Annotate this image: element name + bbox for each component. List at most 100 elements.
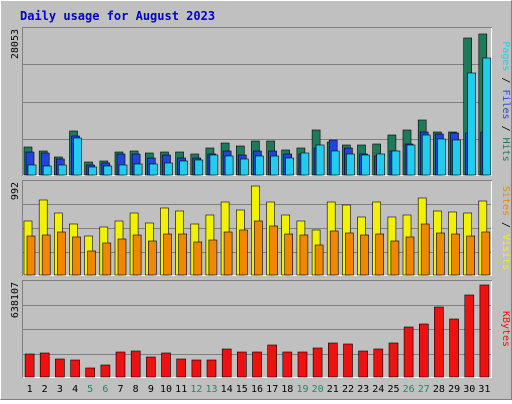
x-tick-label: 3	[57, 384, 63, 395]
pages-files-hits-bar-pages	[270, 155, 279, 176]
kbytes-bar-kbytes	[146, 356, 156, 378]
legend-middle: Sites / Visits	[500, 186, 511, 270]
kbytes-bar-kbytes	[358, 350, 368, 378]
kbytes-bar-kbytes	[55, 358, 65, 378]
kbytes-bar-kbytes	[343, 343, 353, 378]
kbytes-bar-kbytes	[388, 342, 399, 378]
kbytes-bar-kbytes	[206, 359, 217, 378]
x-tick-label: 21	[327, 384, 339, 395]
pages-files-hits-bar-pages	[149, 163, 158, 176]
sites-visits-bar-sites	[163, 233, 172, 276]
pages-files-hits-bar-pages	[42, 165, 52, 176]
kbytes-bar-kbytes	[24, 353, 35, 378]
x-tick-label: 11	[175, 384, 187, 395]
pages-files-hits-bar-pages	[240, 158, 249, 176]
pages-files-hits-bar-pages	[421, 134, 431, 176]
kbytes-bar-kbytes	[191, 359, 202, 378]
pages-files-hits-bar-pages	[346, 153, 355, 176]
legend-top-item: Files	[500, 89, 511, 119]
pages-files-hits-bar-pages	[118, 164, 128, 176]
sites-visits-bar-sites	[436, 232, 445, 276]
sites-visits-bar-sites	[132, 234, 142, 276]
kbytes-bar-kbytes	[327, 342, 338, 378]
pages-files-hits-bar-pages	[406, 144, 416, 176]
kbytes-bar-kbytes	[418, 323, 429, 378]
x-tick-label: 31	[478, 384, 490, 395]
x-tick-label: 22	[342, 384, 354, 395]
pages-files-hits-ymax-label: 28053	[10, 29, 21, 59]
chart-title: Daily usage for August 2023	[20, 9, 215, 23]
legend-top: Pages / Files / Hits	[500, 41, 511, 161]
kbytes-bar-kbytes	[221, 348, 232, 378]
x-tick-label: 17	[266, 384, 278, 395]
pages-files-hits-bar-pages	[88, 166, 97, 176]
x-tick-label: 23	[357, 384, 369, 395]
x-tick-label: 10	[160, 384, 172, 395]
sites-visits-bar-sites	[299, 234, 309, 276]
kbytes-bar-kbytes	[449, 318, 459, 378]
kbytes-bar-kbytes	[373, 348, 384, 378]
legend-bottom: KBytes	[500, 311, 511, 347]
kbytes-bar-kbytes	[464, 294, 475, 378]
x-tick-label: 2	[42, 384, 48, 395]
pages-files-hits-bar-pages	[300, 152, 310, 176]
legend-middle-item: /	[500, 216, 511, 234]
sites-visits-bar-sites	[360, 234, 369, 276]
sites-visits-bar-sites	[420, 223, 430, 276]
x-tick-label: 12	[190, 384, 202, 395]
x-tick-label: 28	[433, 384, 445, 395]
pages-files-hits-bar-pages	[437, 138, 446, 176]
sites-visits-bar-sites	[102, 242, 112, 276]
sites-visits-bar-sites	[254, 220, 263, 276]
pages-files-hits-bar-pages	[255, 155, 264, 176]
kbytes-bar-kbytes	[100, 364, 111, 378]
x-tick-label: 29	[448, 384, 460, 395]
kbytes-bar-kbytes	[403, 326, 414, 378]
sites-visits-bar-sites	[481, 231, 491, 276]
kbytes-bar-kbytes	[237, 351, 247, 378]
x-tick-label: 5	[87, 384, 93, 395]
sites-visits-bar-sites	[390, 240, 400, 276]
x-tick-label: 24	[372, 384, 384, 395]
sites-visits-bar-sites	[87, 250, 96, 276]
sites-visits-bar-sites	[269, 225, 278, 276]
x-tick-label: 14	[221, 384, 233, 395]
pages-files-hits-bar-pages	[330, 150, 340, 176]
legend-bottom-item: KBytes	[500, 311, 511, 347]
kbytes-bar-kbytes	[297, 351, 308, 378]
legend-top-item: /	[500, 71, 511, 89]
kbytes-bar-kbytes	[176, 358, 186, 378]
pages-files-hits-bar-pages	[103, 165, 113, 176]
sites-visits-bar-sites	[56, 231, 66, 276]
pages-files-hits-bar-pages	[27, 164, 37, 176]
pages-files-hits-bar-pages	[482, 57, 492, 176]
x-tick-label: 30	[463, 384, 475, 395]
kbytes-bar-kbytes	[479, 284, 490, 378]
pages-files-hits-bar-pages	[391, 150, 401, 176]
x-tick-label: 26	[403, 384, 415, 395]
x-tick-label: 1	[27, 384, 33, 395]
x-tick-label: 6	[102, 384, 108, 395]
sites-visits-ymax-label: 992	[10, 182, 21, 200]
pages-files-hits-bar-pages	[194, 159, 204, 176]
sites-visits-bar-sites	[193, 241, 203, 276]
x-tick-label: 27	[418, 384, 430, 395]
x-tick-label: 19	[296, 384, 308, 395]
x-tick-label: 9	[148, 384, 154, 395]
sites-visits-bar-sites	[451, 233, 460, 276]
sites-visits-bar-sites	[466, 235, 476, 276]
pages-files-hits-bar-pages	[224, 155, 234, 176]
sites-visits-bar-sites	[208, 239, 218, 276]
x-tick-label: 8	[133, 384, 139, 395]
kbytes-bar-kbytes	[282, 351, 293, 378]
sites-visits-bar-sites	[329, 230, 339, 276]
kbytes-bar-kbytes	[85, 367, 95, 378]
sites-visits-bar-sites	[223, 231, 233, 276]
sites-visits-bar-sites	[117, 238, 127, 276]
pages-files-hits-bar-pages	[209, 154, 219, 176]
legend-top-item: Pages	[500, 41, 511, 71]
x-tick-label: 25	[387, 384, 399, 395]
